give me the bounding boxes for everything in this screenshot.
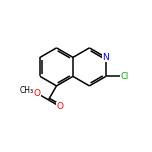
Text: O: O — [33, 88, 40, 98]
Text: Cl: Cl — [120, 72, 128, 81]
Text: O: O — [56, 102, 63, 111]
Text: N: N — [102, 53, 109, 62]
Text: CH₃: CH₃ — [19, 86, 34, 95]
